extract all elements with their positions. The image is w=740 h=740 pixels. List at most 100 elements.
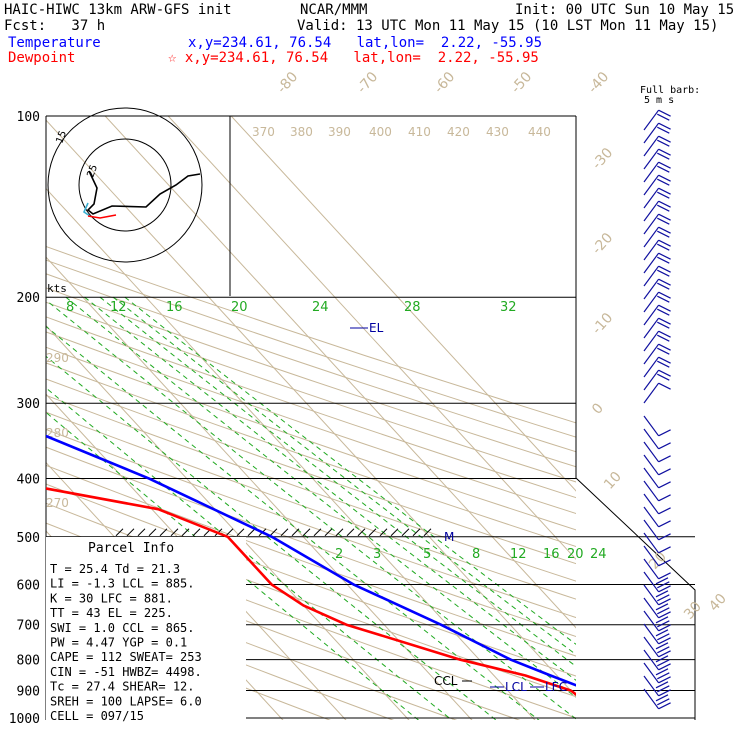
wind-barb-feather [658, 676, 671, 684]
dry-adiabat-line [46, 259, 576, 438]
wind-barb-feather [658, 317, 671, 325]
wind-barb-feather [655, 694, 669, 702]
mixing-ratio-label: 8 [66, 300, 74, 315]
barb-note-units: 5 m s [644, 95, 675, 106]
wind-barb-feather [655, 642, 669, 650]
mixing-ratio-label: 28 [404, 300, 421, 315]
hodograph-trace [86, 170, 201, 215]
wind-barb-feather [657, 321, 670, 329]
wind-barb [643, 343, 671, 365]
wind-barb-feather [657, 204, 670, 212]
wind-barb [643, 330, 671, 352]
slash-mark [423, 528, 432, 537]
wind-barb-shaft [643, 597, 660, 619]
wind-barb-feather [658, 187, 671, 195]
wind-barb [643, 662, 671, 684]
slash-mark [390, 528, 399, 537]
wind-barb-feather [657, 633, 670, 641]
slash-mark [115, 528, 124, 537]
isotherm-label: 40 [706, 591, 730, 615]
theta-label: 380 [290, 125, 313, 139]
wind-barb-feather [657, 620, 670, 628]
isotherm-label: 10 [601, 469, 625, 493]
wind-barb-feather [655, 655, 669, 663]
wind-barb-shaft [643, 356, 660, 378]
wind-barb-shaft [643, 343, 660, 365]
slash-mark [148, 528, 157, 537]
wind-barb [643, 649, 671, 671]
theta-label: 400 [369, 125, 392, 139]
wind-barb [643, 519, 671, 541]
wind-barb [643, 356, 671, 378]
slash-mark [269, 528, 278, 537]
wind-barb [643, 584, 671, 606]
wind-barb-feather [657, 581, 670, 589]
isotherm-line [104, 116, 576, 629]
parcel-row: Tc = 27.4 SHEAR= 12. [50, 680, 195, 694]
wind-barb [643, 623, 671, 645]
slash-mark [368, 528, 377, 537]
wind-barb [643, 278, 671, 300]
wind-barb-feather [658, 520, 671, 528]
mixing-ratio-label: 12 [110, 300, 127, 315]
mixing-ratio-line [46, 355, 497, 720]
wind-barb-shaft [643, 532, 660, 554]
wind-barb-feather [658, 442, 671, 450]
wind-barb-feather [657, 698, 670, 706]
wind-barb-feather [658, 624, 671, 632]
dry-adiabat-line [46, 245, 576, 424]
wind-barb-feather [658, 226, 671, 234]
hodograph: 15 25 kts [47, 107, 203, 295]
wind-barb-feather [658, 546, 671, 554]
pressure-tick-label: 900 [17, 684, 40, 699]
parcel-row: CIN = -51 HWBZ= 4498. [50, 665, 202, 679]
wind-barb-shaft [643, 239, 660, 261]
wind-barb-shaft [643, 304, 660, 326]
dry-adiabat-line [46, 331, 576, 515]
wind-barb [643, 382, 671, 404]
run-title: HAIC-HIWC 13km ARW-GFS init [4, 2, 232, 18]
wind-barb-feather [657, 308, 670, 316]
wind-barb-feather [658, 239, 671, 247]
wind-barb-feather [655, 603, 669, 611]
wind-barb [643, 441, 671, 463]
slash-mark [126, 528, 135, 537]
hodograph-ring-label: 15 [54, 129, 69, 145]
wind-barb-shaft [643, 278, 660, 300]
slash-mark [247, 528, 256, 537]
wind-barb-feather [657, 230, 670, 238]
pressure-tick-label: 500 [17, 531, 40, 546]
wind-barb-feather [655, 577, 669, 585]
mixing-ratio-line [46, 411, 420, 720]
mixing-ratio-label: 20 [567, 547, 584, 562]
slash-mark [225, 528, 234, 537]
init-time: Init: 00 UTC Sun 10 May 15 [515, 2, 735, 18]
wind-barb [643, 545, 671, 567]
wind-barb-shaft [643, 187, 660, 209]
wind-barb-shaft [643, 584, 660, 606]
parcel-row: TT = 43 EL = 225. [50, 606, 173, 620]
slash-mark [137, 528, 146, 537]
wind-barb-feather [658, 382, 671, 390]
wind-barb-feather [658, 702, 671, 710]
hodograph-units: kts [47, 282, 67, 295]
dry-adiabat-line [46, 316, 576, 499]
wind-barb-feather [657, 269, 670, 277]
parcel-row: LI = -1.3 LCL = 885. [50, 577, 195, 591]
org-label: NCAR/MMM [300, 2, 368, 18]
wind-barb-feather [657, 659, 670, 667]
wind-barb-shaft [643, 662, 660, 684]
mixing-ratio-label: 24 [312, 300, 329, 315]
valid-time: Valid: 13 UTC Mon 11 May 15 (10 LST Mon … [297, 18, 719, 34]
wind-barb-feather [658, 291, 671, 299]
wind-barb-feather [658, 122, 671, 130]
pressure-tick-label: 800 [17, 654, 40, 669]
wind-barb-feather [658, 252, 671, 260]
slash-mark [302, 528, 311, 537]
wind-barb-feather [658, 343, 671, 351]
wind-barb-feather [658, 611, 671, 619]
parcel-title: Parcel Info [88, 541, 174, 556]
wind-barb [643, 161, 671, 183]
wind-barb-feather [657, 672, 670, 680]
isotherm-label: -10 [589, 310, 616, 338]
